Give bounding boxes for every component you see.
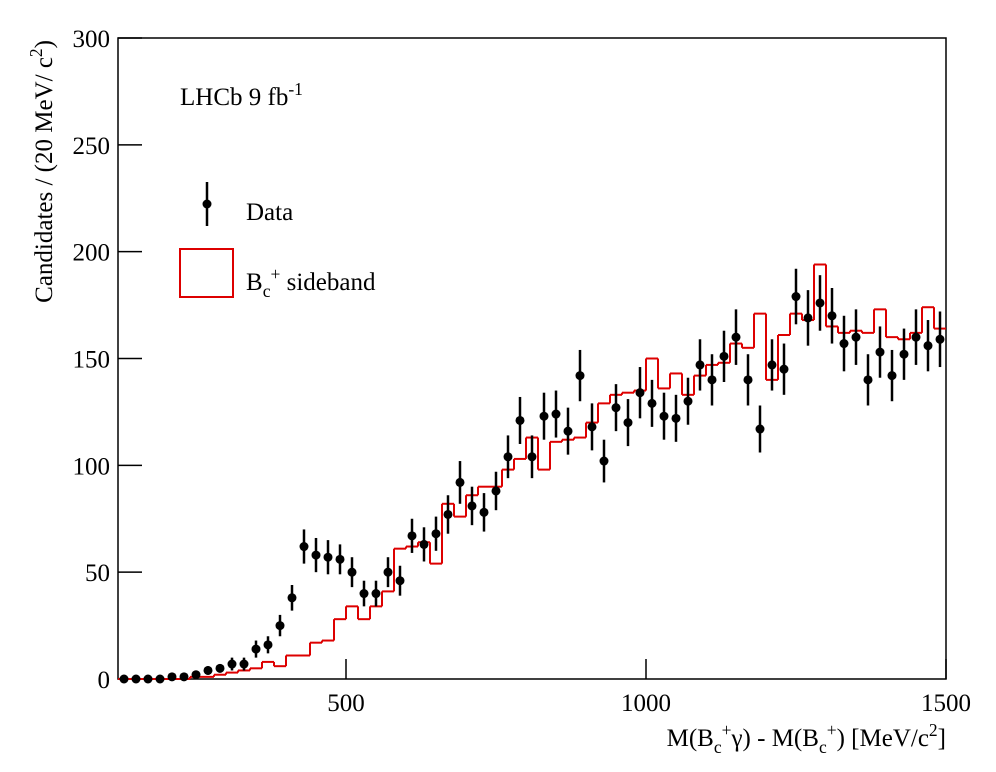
data-point xyxy=(911,332,921,342)
data-point xyxy=(815,298,825,308)
data-point xyxy=(503,452,513,462)
data-point xyxy=(743,375,753,385)
data-point xyxy=(431,529,441,539)
data-point xyxy=(791,292,801,302)
y-tick-label: 300 xyxy=(73,26,111,53)
data-point xyxy=(659,411,669,421)
data-point xyxy=(527,452,537,462)
data-point xyxy=(191,670,201,680)
data-point xyxy=(383,567,393,577)
data-point xyxy=(467,501,477,511)
data-point xyxy=(155,674,165,684)
data-point xyxy=(359,589,369,599)
data-point xyxy=(767,360,777,370)
data-point xyxy=(371,589,381,599)
y-tick-label: 250 xyxy=(73,133,111,160)
data-point xyxy=(167,672,177,682)
data-point xyxy=(887,371,897,381)
data-point xyxy=(539,411,549,421)
legend-box xyxy=(179,248,234,298)
data-point xyxy=(611,403,621,413)
data-point xyxy=(719,351,729,361)
data-point xyxy=(599,456,609,466)
data-point xyxy=(119,674,129,684)
x-tick-label: 1000 xyxy=(621,690,671,717)
data-point xyxy=(671,413,681,423)
data-point xyxy=(407,531,417,541)
data-point xyxy=(875,347,885,357)
data-point xyxy=(275,621,285,631)
data-point xyxy=(395,576,405,586)
data-point xyxy=(851,332,861,342)
data-point xyxy=(839,339,849,349)
data-point xyxy=(587,422,597,432)
data-point xyxy=(923,341,933,351)
data-point xyxy=(755,424,765,434)
data-point xyxy=(563,426,573,436)
data-point xyxy=(623,418,633,428)
data-point xyxy=(323,552,333,562)
data-point xyxy=(899,349,909,359)
data-point xyxy=(515,415,525,425)
data-point xyxy=(935,334,945,344)
y-tick-label: 200 xyxy=(73,240,111,267)
data-point xyxy=(347,567,357,577)
data-point xyxy=(131,674,141,684)
data-point xyxy=(179,672,189,682)
data-point xyxy=(227,659,237,669)
data-point xyxy=(491,486,501,496)
data-point xyxy=(335,554,345,564)
legend-label: Data xyxy=(246,199,293,226)
data-point xyxy=(215,663,225,673)
annotation: LHCb 9 fb-1 xyxy=(180,79,303,111)
y-tick-label: 100 xyxy=(73,453,111,480)
data-point xyxy=(707,375,717,385)
y-tick-label: 0 xyxy=(98,667,111,694)
data-point xyxy=(575,371,585,381)
data-point xyxy=(779,364,789,374)
data-point xyxy=(443,509,453,519)
data-point xyxy=(239,659,249,669)
data-point xyxy=(287,593,297,603)
data-point xyxy=(419,539,429,549)
data-point xyxy=(827,311,837,321)
data-point xyxy=(695,360,705,370)
x-axis-label: M(Bc+γ) - M(Bc+) [MeV/c2] xyxy=(667,720,946,757)
data-point xyxy=(635,388,645,398)
data-point xyxy=(551,409,561,419)
data-point xyxy=(479,507,489,517)
plot-frame xyxy=(117,37,947,680)
data-point xyxy=(311,550,321,560)
data-point xyxy=(251,644,261,654)
data-point xyxy=(455,477,465,487)
data-point xyxy=(263,640,273,650)
legend-marker xyxy=(202,199,212,209)
data-point xyxy=(143,674,153,684)
x-tick-label: 1500 xyxy=(921,690,971,717)
data-point xyxy=(731,332,741,342)
data-point xyxy=(647,398,657,408)
data-point xyxy=(683,396,693,406)
legend-label: Bc+ sideband xyxy=(246,264,376,301)
data-point xyxy=(863,375,873,385)
x-tick-label: 500 xyxy=(327,690,365,717)
y-tick-label: 50 xyxy=(85,560,110,587)
data-point xyxy=(803,313,813,323)
y-tick-label: 150 xyxy=(73,347,111,374)
data-point xyxy=(299,542,309,552)
y-axis-label: Candidates / (20 MeV/ c2) xyxy=(26,40,58,303)
data-point xyxy=(203,665,213,675)
